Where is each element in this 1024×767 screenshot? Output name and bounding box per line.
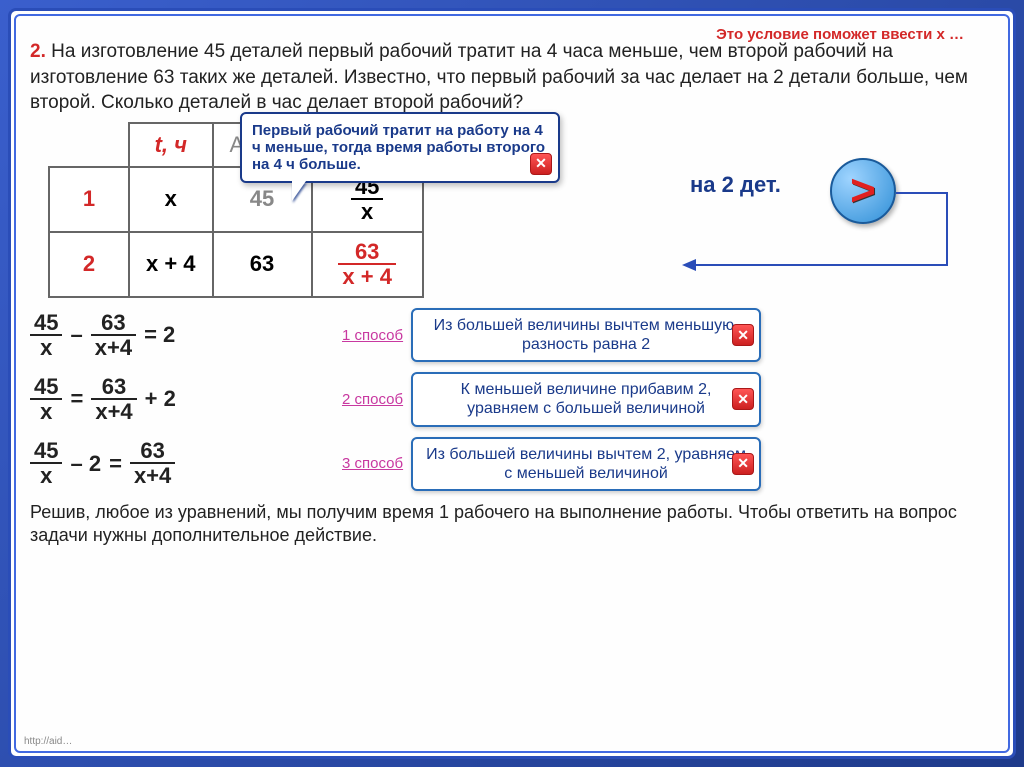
row2-t: x + 4 (129, 232, 213, 297)
comparison-circle[interactable]: > (830, 158, 896, 224)
table-area: Первый рабочий тратит на работу на 4 ч м… (30, 122, 994, 298)
callout-box: Первый рабочий тратит на работу на 4 ч м… (240, 112, 560, 183)
method-3-link[interactable]: 3 способ (342, 455, 403, 472)
col-header-t: t, ч (129, 123, 213, 167)
close-icon[interactable]: ✕ (732, 453, 754, 475)
desc-box-3: Из большей величины вычтем 2, уравняем с… (411, 437, 761, 491)
problem-body: На изготовление 45 деталей первый рабочи… (30, 41, 968, 113)
final-text: Решив, любое из уравнений, мы получим вр… (30, 501, 994, 548)
greater-than-icon: > (850, 166, 876, 216)
url-hint: http://aid… (24, 736, 72, 747)
equation-row-3: 45x – 2 = 63x+4 3 способ Из большей вели… (30, 437, 994, 491)
slide-content: Это условие поможет ввести x … 2. На изг… (14, 14, 1010, 753)
close-icon[interactable]: ✕ (530, 153, 552, 175)
close-icon[interactable]: ✕ (732, 388, 754, 410)
equation-row-2: 45x = 63x+4 + 2 2 способ К меньшей велич… (30, 372, 994, 426)
row1-label: 1 (49, 167, 129, 232)
problem-number: 2. (30, 41, 46, 62)
equation-row-1: 45x – 63x+4 = 2 1 способ Из большей вели… (30, 308, 994, 362)
equations-area: В другом столбике можно ввести скорость … (30, 308, 994, 491)
desc-box-2: К меньшей величине прибавим 2, уравняем … (411, 372, 761, 426)
close-icon[interactable]: ✕ (732, 324, 754, 346)
desc-box-1: Из большей величины вычтем меньшую, разн… (411, 308, 761, 362)
side-label: на 2 дет. (690, 172, 781, 198)
problem-text: 2. На изготовление 45 деталей первый раб… (30, 39, 994, 116)
callout-text: Первый рабочий тратит на работу на 4 ч м… (252, 122, 545, 173)
method-2-link[interactable]: 2 способ (342, 391, 403, 408)
row2-v: 63x + 4 (312, 232, 423, 297)
method-1-link[interactable]: 1 способ (342, 327, 403, 344)
arrow-left-icon (682, 259, 696, 271)
row1-t: x (129, 167, 213, 232)
row2-a: 63 (213, 232, 312, 297)
presentation-frame: Это условие поможет ввести x … 2. На изг… (8, 8, 1016, 759)
row2-label: 2 (49, 232, 129, 297)
